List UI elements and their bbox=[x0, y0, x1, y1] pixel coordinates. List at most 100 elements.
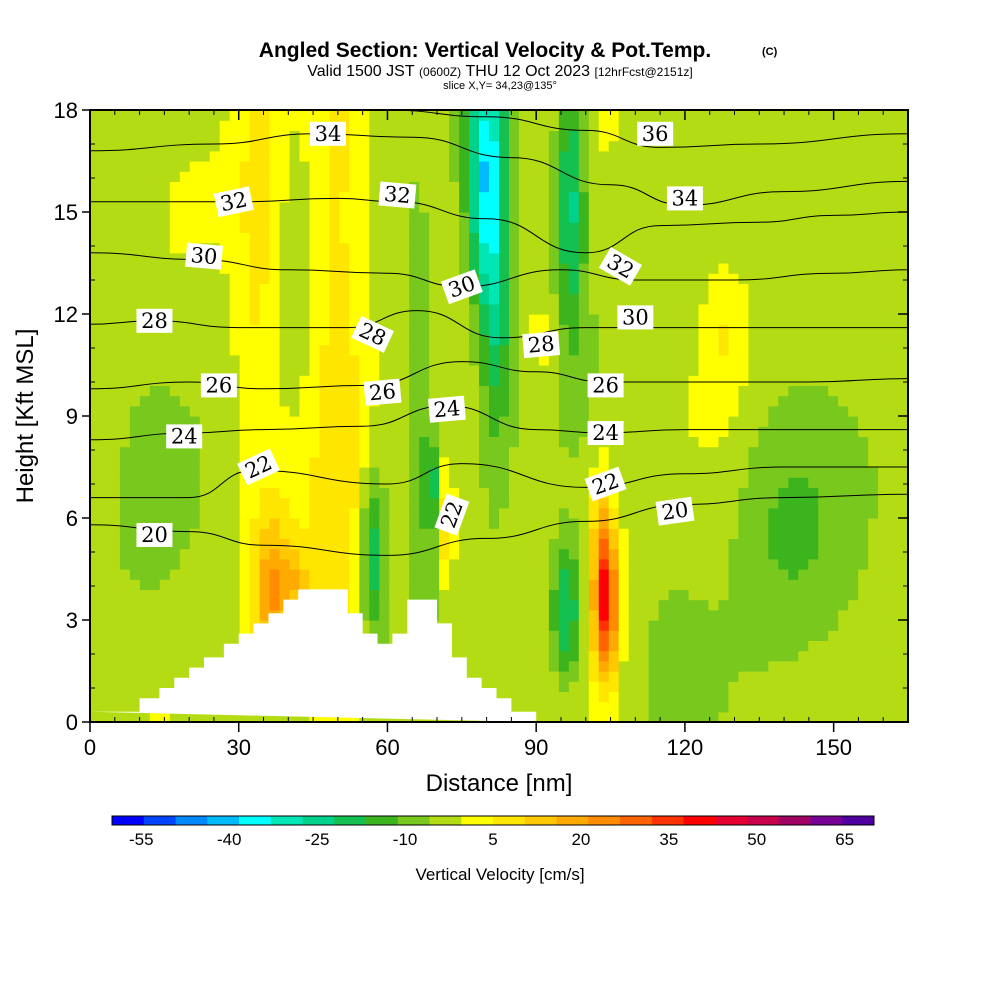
velocity-cell bbox=[319, 446, 331, 458]
velocity-cell bbox=[658, 569, 670, 580]
velocity-cell bbox=[269, 354, 281, 366]
velocity-cell bbox=[129, 263, 141, 274]
velocity-cell bbox=[718, 273, 730, 284]
velocity-cell bbox=[548, 426, 560, 437]
velocity-cell bbox=[459, 242, 470, 254]
velocity-cell bbox=[528, 201, 540, 213]
velocity-cell bbox=[139, 110, 151, 121]
velocity-cell bbox=[269, 232, 281, 244]
velocity-cell bbox=[598, 660, 610, 672]
velocity-cell bbox=[658, 385, 670, 397]
velocity-cell bbox=[499, 324, 510, 335]
velocity-cell bbox=[249, 140, 261, 152]
velocity-cell bbox=[578, 640, 590, 652]
velocity-cell bbox=[778, 467, 789, 478]
velocity-cell bbox=[648, 569, 660, 580]
velocity-cell bbox=[558, 263, 570, 274]
velocity-cell bbox=[179, 446, 191, 458]
velocity-cell bbox=[209, 293, 221, 305]
velocity-cell bbox=[90, 283, 101, 295]
velocity-cell bbox=[548, 263, 560, 274]
velocity-cell bbox=[189, 477, 201, 488]
velocity-cell bbox=[578, 650, 590, 662]
velocity-cell bbox=[359, 405, 370, 417]
velocity-cell bbox=[459, 314, 470, 325]
velocity-cell bbox=[99, 579, 111, 590]
velocity-cell bbox=[878, 375, 889, 386]
velocity-cell bbox=[738, 609, 749, 621]
velocity-cell bbox=[758, 344, 769, 356]
velocity-cell bbox=[159, 569, 171, 580]
velocity-cell bbox=[618, 110, 630, 121]
velocity-cell bbox=[429, 385, 440, 397]
velocity-cell bbox=[209, 171, 221, 182]
velocity-cell bbox=[768, 375, 779, 386]
velocity-cell bbox=[90, 375, 101, 386]
velocity-cell bbox=[299, 518, 311, 529]
velocity-cell bbox=[189, 130, 201, 142]
velocity-cell bbox=[628, 671, 640, 682]
velocity-cell bbox=[499, 252, 510, 264]
velocity-cell bbox=[259, 395, 271, 407]
velocity-cell bbox=[778, 212, 789, 223]
velocity-cell bbox=[528, 416, 540, 427]
velocity-cell bbox=[109, 620, 121, 631]
velocity-cell bbox=[119, 222, 131, 233]
velocity-cell bbox=[898, 303, 908, 315]
velocity-cell bbox=[778, 324, 789, 335]
velocity-cell bbox=[608, 538, 620, 550]
velocity-cell bbox=[768, 303, 779, 315]
velocity-cell bbox=[528, 375, 540, 386]
velocity-cell bbox=[858, 569, 869, 580]
velocity-cell bbox=[738, 477, 749, 488]
velocity-cell bbox=[818, 416, 829, 427]
velocity-cell bbox=[748, 436, 759, 448]
velocity-cell bbox=[518, 507, 530, 519]
velocity-cell bbox=[888, 497, 899, 509]
velocity-cell bbox=[499, 191, 510, 203]
velocity-cell bbox=[299, 181, 311, 193]
velocity-cell bbox=[489, 385, 500, 397]
velocity-cell bbox=[728, 263, 740, 274]
velocity-cell bbox=[728, 589, 740, 601]
velocity-cell bbox=[369, 354, 380, 366]
velocity-cell bbox=[808, 497, 819, 509]
velocity-cell bbox=[449, 467, 460, 478]
velocity-cell bbox=[768, 701, 779, 713]
velocity-cell bbox=[349, 385, 360, 397]
velocity-cell bbox=[169, 303, 181, 315]
velocity-cell bbox=[718, 375, 730, 386]
velocity-cell bbox=[159, 222, 171, 233]
velocity-cell bbox=[159, 212, 171, 223]
velocity-cell bbox=[888, 487, 899, 499]
velocity-cell bbox=[259, 110, 271, 121]
velocity-cell bbox=[329, 467, 340, 478]
velocity-cell bbox=[429, 528, 440, 539]
velocity-cell bbox=[99, 365, 111, 376]
theta-label-text: 32 bbox=[218, 187, 249, 216]
velocity-cell bbox=[668, 599, 680, 611]
velocity-cell bbox=[109, 181, 121, 193]
velocity-cell bbox=[439, 334, 450, 346]
velocity-cell bbox=[119, 446, 131, 458]
velocity-cell bbox=[888, 538, 899, 550]
velocity-cell bbox=[558, 569, 570, 580]
velocity-cell bbox=[379, 273, 390, 284]
velocity-cell bbox=[499, 334, 510, 346]
velocity-cell bbox=[459, 538, 470, 550]
velocity-cell bbox=[698, 334, 710, 346]
theta-label: 28 bbox=[522, 331, 561, 359]
velocity-cell bbox=[90, 538, 101, 550]
velocity-cell bbox=[459, 344, 470, 356]
velocity-cell bbox=[179, 140, 191, 152]
velocity-cell bbox=[349, 324, 360, 335]
velocity-cell bbox=[109, 354, 121, 366]
velocity-cell bbox=[558, 701, 570, 713]
velocity-cell bbox=[838, 252, 849, 264]
velocity-cell bbox=[598, 252, 610, 264]
velocity-cell bbox=[598, 569, 610, 580]
velocity-cell bbox=[99, 232, 111, 244]
velocity-cell bbox=[169, 344, 181, 356]
velocity-cell bbox=[648, 222, 660, 233]
velocity-cell bbox=[199, 283, 211, 295]
